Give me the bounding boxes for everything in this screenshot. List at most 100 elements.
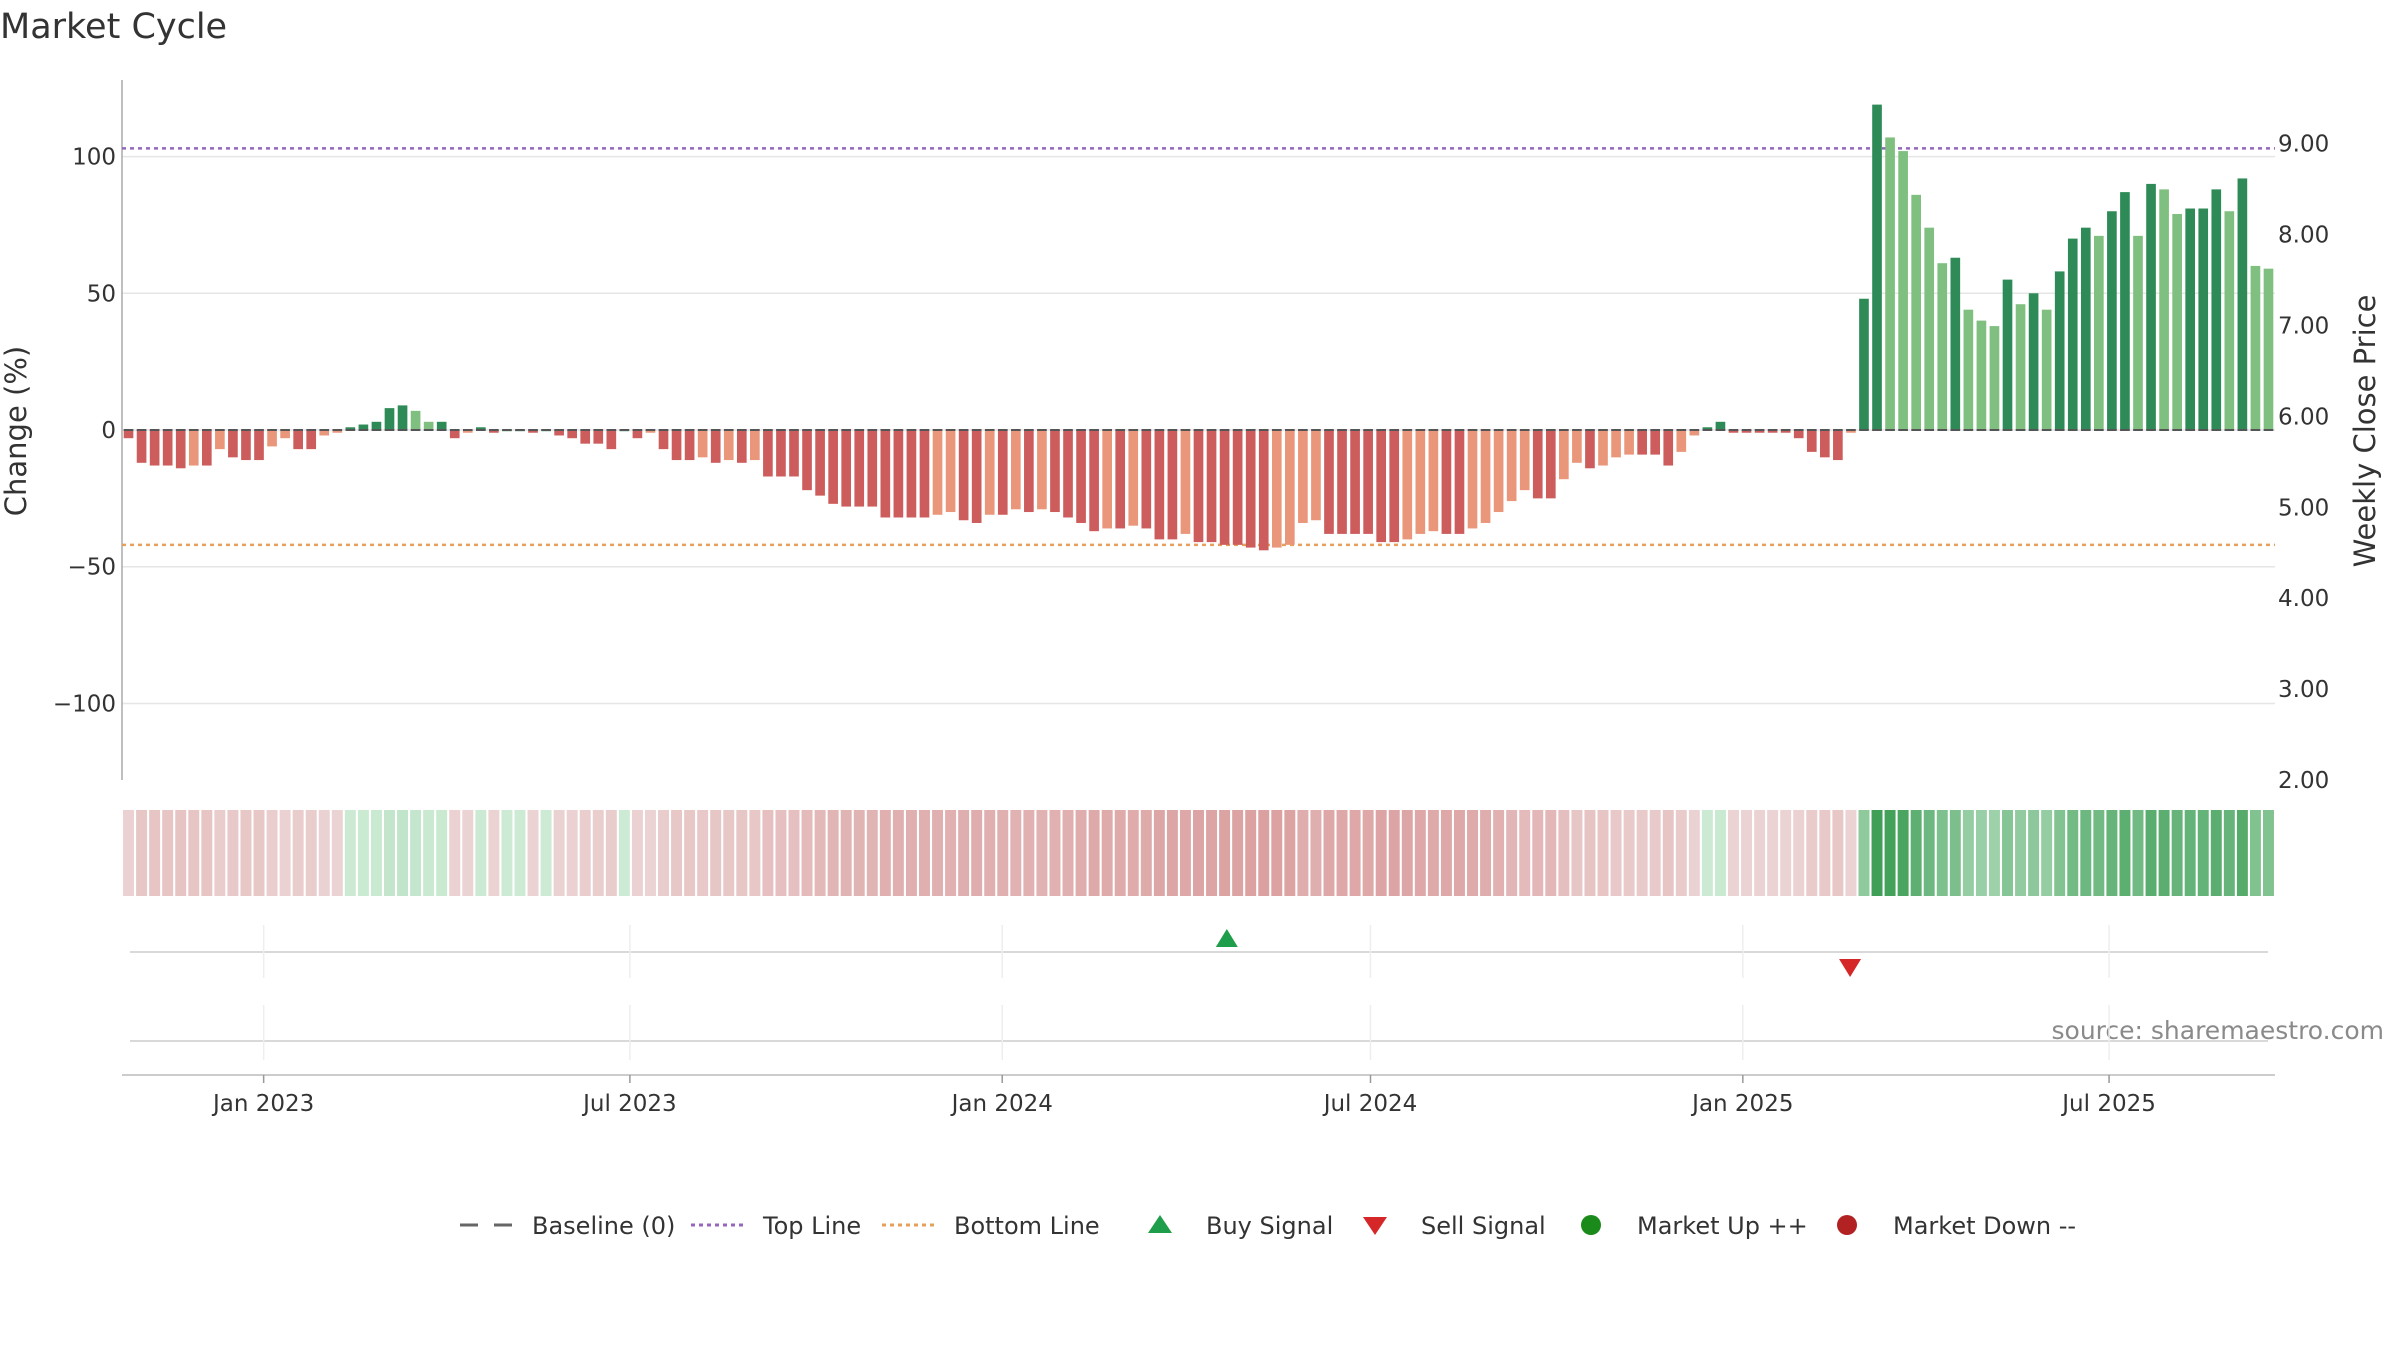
change-bar — [2211, 189, 2222, 430]
change-bar — [776, 430, 786, 477]
change-bar — [1376, 430, 1387, 543]
trend-band-cell — [1440, 810, 1452, 896]
change-bar — [919, 430, 930, 518]
trend-band-cell — [2028, 810, 2040, 896]
change-bar — [462, 430, 473, 433]
trend-band-cell — [2132, 810, 2144, 896]
change-bar — [1363, 430, 1373, 534]
change-bar — [1245, 430, 1256, 548]
change-bar — [684, 430, 695, 461]
change-bar — [763, 430, 773, 477]
trend-band-cell — [671, 810, 683, 896]
y-axis-right-label: Weekly Close Price — [2348, 295, 2382, 568]
trend-band-cell — [1310, 810, 1322, 896]
change-bar — [319, 430, 330, 436]
trend-band-cell — [1806, 810, 1818, 896]
change-bar — [1076, 430, 1086, 523]
trend-band-cell — [1584, 810, 1596, 896]
trend-band-cell — [227, 810, 239, 896]
trend-band-cell — [423, 810, 435, 896]
trend-band-cell — [175, 810, 187, 896]
y-tick-label-right: 6.00 — [2278, 404, 2329, 430]
change-bar — [906, 430, 917, 518]
change-bar — [228, 430, 238, 458]
trend-band-cell — [1949, 810, 1961, 896]
change-bar — [593, 430, 604, 444]
change-bar — [1819, 430, 1830, 458]
change-bar — [1585, 430, 1595, 469]
change-bar — [1141, 430, 1152, 529]
trend-band-cell — [1349, 810, 1361, 896]
change-bar — [1311, 430, 1321, 521]
trend-band-cell — [527, 810, 539, 896]
trend-band-cell — [1232, 810, 1244, 896]
change-bar — [1702, 427, 1713, 430]
trend-band-cell — [2119, 810, 2131, 896]
trend-band-cell — [1610, 810, 1622, 896]
change-bar — [267, 430, 277, 447]
trend-band-cell — [2145, 810, 2157, 896]
change-bar — [371, 421, 382, 430]
trend-band-cell — [1688, 810, 1700, 896]
trend-band-cell — [501, 810, 513, 896]
trend-band-cell — [331, 810, 343, 896]
change-bar — [1102, 430, 1112, 529]
y-tick-label-left: 50 — [87, 281, 116, 307]
trend-band-cell — [1401, 810, 1413, 896]
trend-band-cell — [1245, 810, 1257, 896]
change-bar — [1219, 430, 1230, 545]
trend-band-cell — [1962, 810, 1974, 896]
trend-band-cell — [1936, 810, 1948, 896]
change-bar — [2002, 279, 2013, 430]
change-bar — [841, 430, 852, 507]
legend-sell-signal-label: Sell Signal — [1421, 1212, 1546, 1240]
change-bar — [2107, 211, 2117, 430]
change-bar — [671, 430, 682, 461]
trend-band-cell — [1793, 810, 1805, 896]
trend-band-cell — [762, 810, 774, 896]
trend-band-cell — [384, 810, 395, 896]
legend-buy-signal-marker — [1148, 1215, 1172, 1233]
change-bar — [658, 430, 669, 450]
trend-band-cell — [162, 810, 174, 896]
trend-band-cell — [618, 810, 630, 896]
change-bar — [1780, 430, 1791, 433]
trend-band-cell — [579, 810, 591, 896]
change-bar — [606, 430, 617, 450]
change-bar — [528, 430, 538, 433]
trend-band-cell — [592, 810, 604, 896]
change-bar — [567, 430, 578, 439]
change-bar — [554, 430, 564, 436]
change-bar — [1063, 430, 1073, 518]
trend-band-cell — [1193, 810, 1204, 896]
legend-market-down-label: Market Down -- — [1893, 1212, 2076, 1240]
change-bar — [1298, 430, 1308, 523]
trend-band-cell — [136, 810, 148, 896]
change-bar — [397, 405, 408, 430]
trend-band-cell — [984, 810, 996, 896]
trend-band-cell — [1271, 810, 1283, 896]
change-bar — [1898, 151, 1908, 430]
trend-band-cell — [462, 810, 474, 896]
change-bar — [123, 430, 134, 439]
trend-band-cell — [1010, 810, 1022, 896]
change-bar — [1402, 430, 1413, 540]
change-bar — [2054, 271, 2065, 430]
change-bar — [2146, 183, 2156, 430]
change-bar — [1754, 430, 1765, 433]
trend-band-cell — [2223, 810, 2235, 896]
trend-band-cell — [1636, 810, 1648, 896]
trend-band-cell — [1297, 810, 1309, 896]
trend-band-cell — [1258, 810, 1270, 896]
trend-band-cell — [1714, 810, 1726, 896]
change-bar — [175, 430, 186, 469]
change-bar — [2120, 192, 2130, 430]
change-bar — [1154, 430, 1165, 540]
trend-band-cell — [1871, 810, 1883, 896]
trend-band-cell — [605, 810, 617, 896]
change-bar — [632, 430, 643, 439]
trend-band-cell — [1467, 810, 1478, 896]
trend-band-cell — [1375, 810, 1387, 896]
change-bar — [2080, 227, 2091, 430]
trend-band-cell — [1088, 810, 1100, 896]
